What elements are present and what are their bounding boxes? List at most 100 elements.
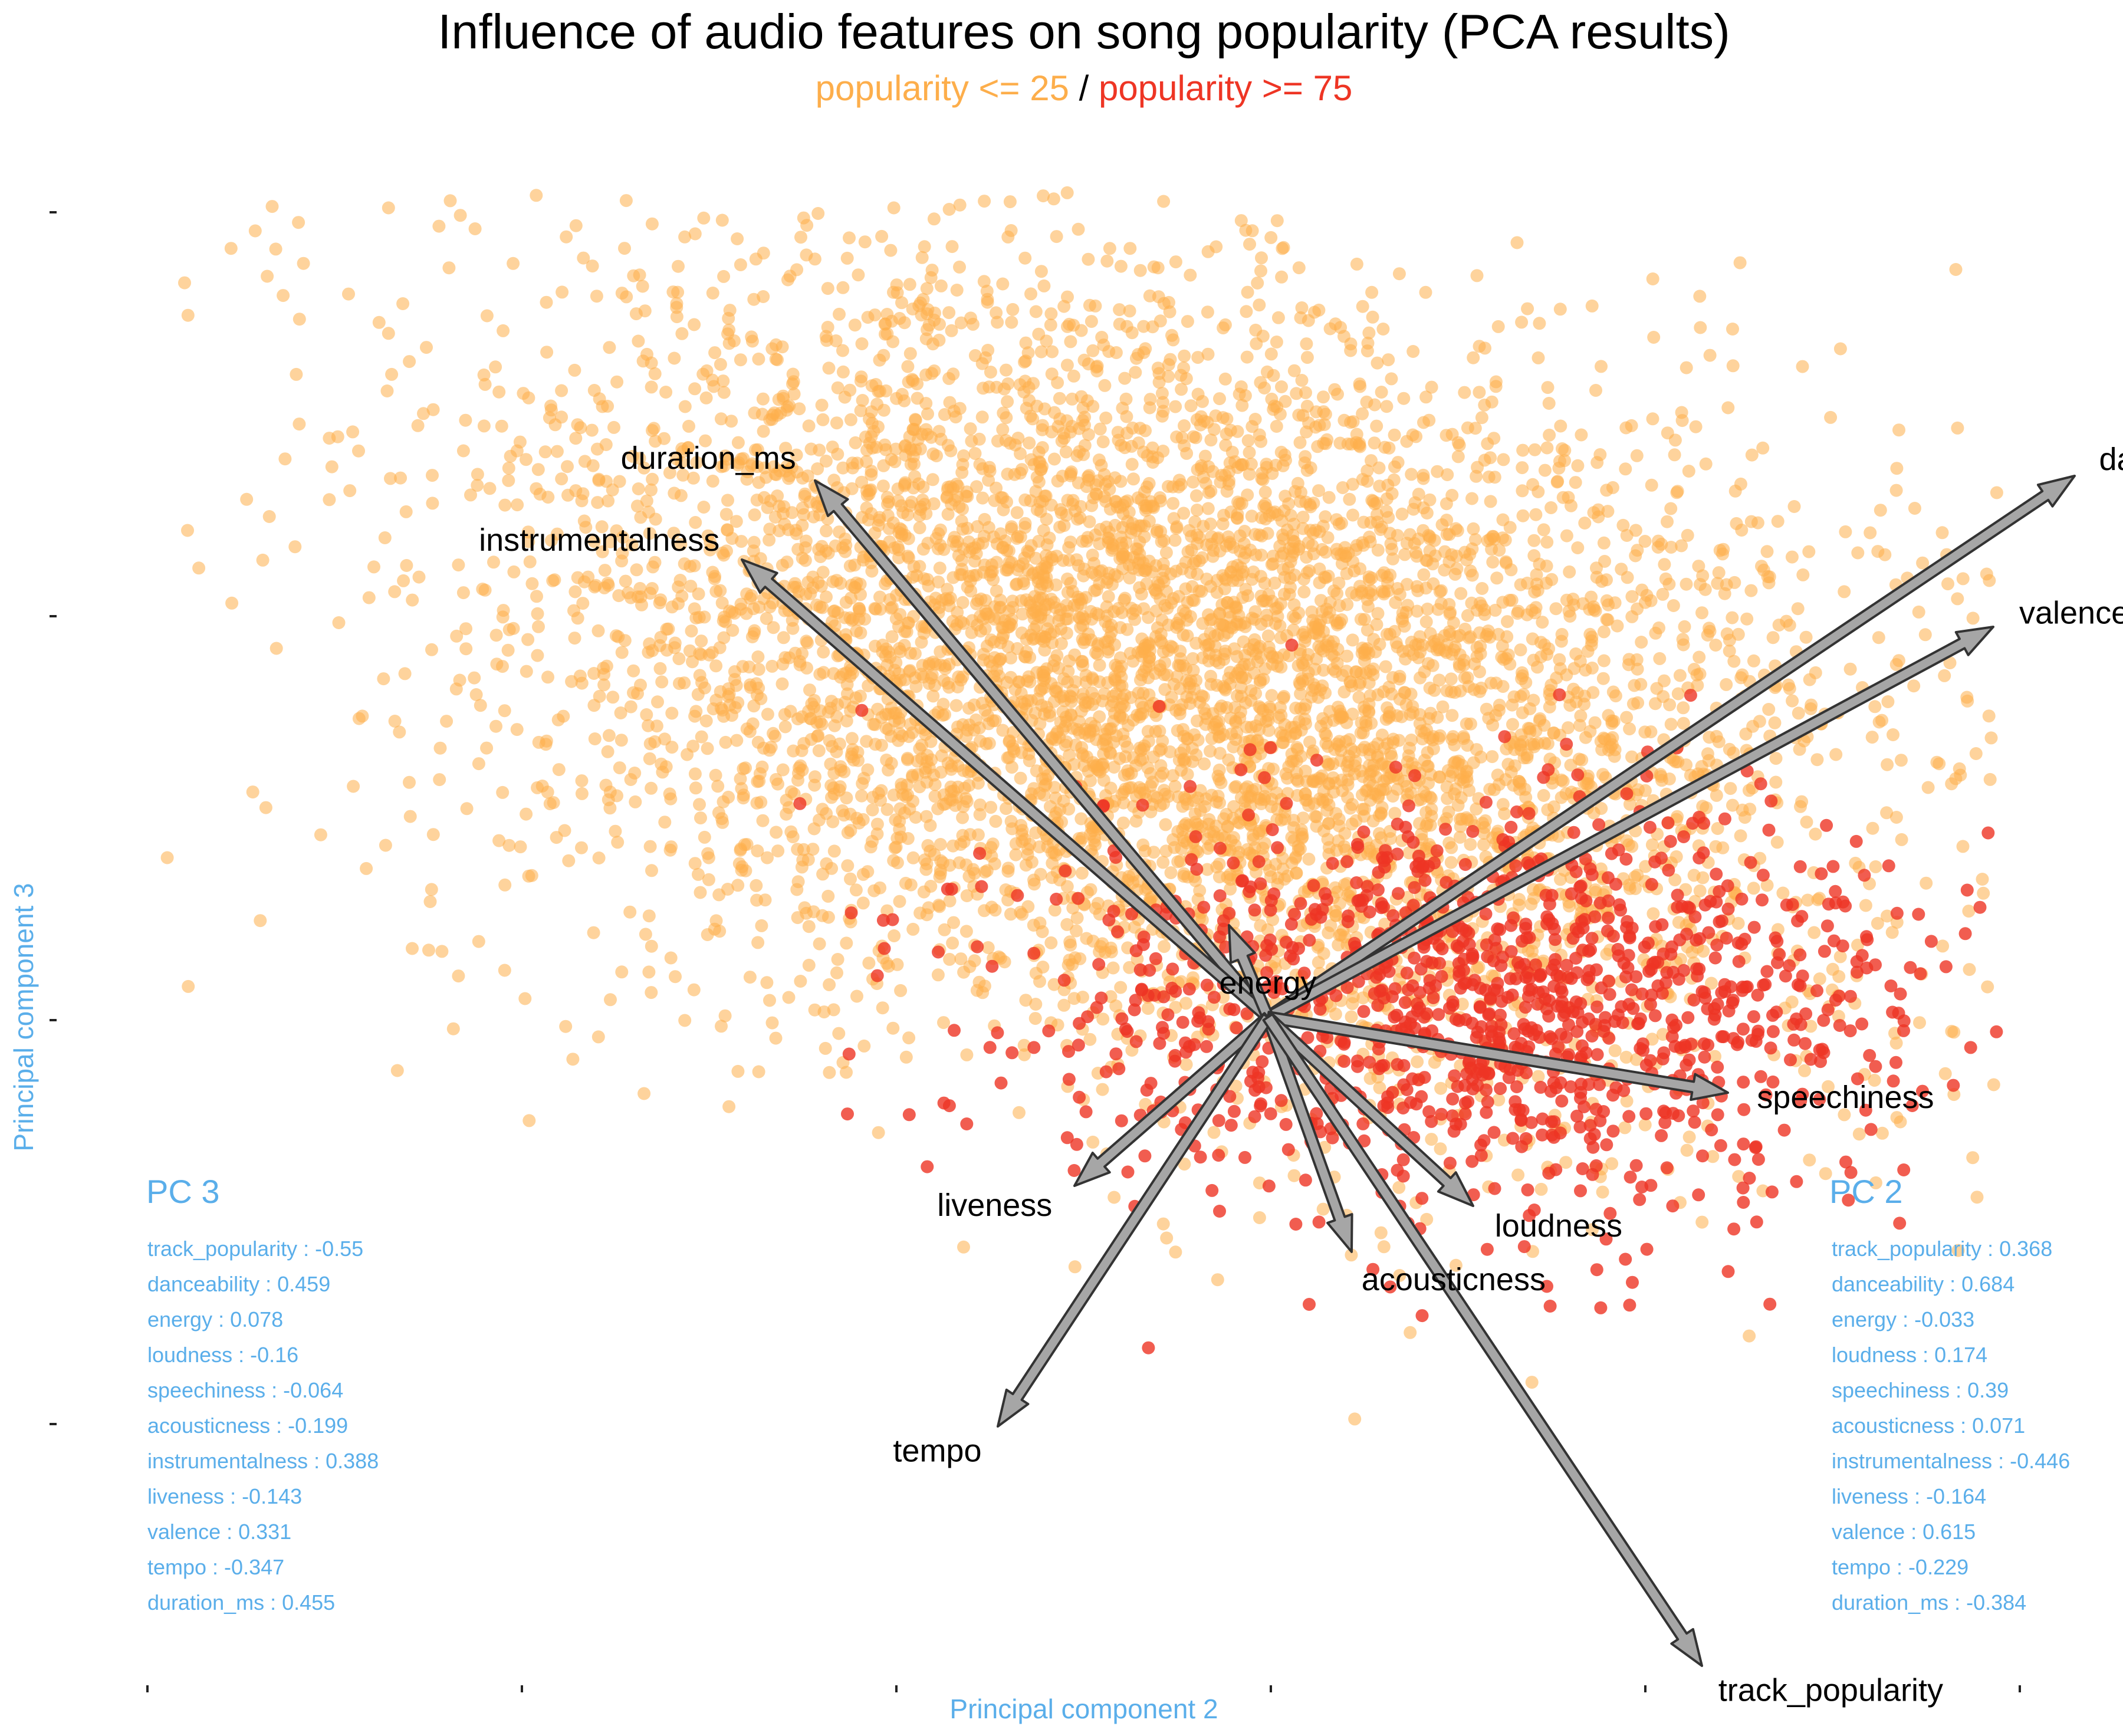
scatter-point <box>1122 719 1135 732</box>
scatter-point <box>522 1114 536 1127</box>
scatter-point <box>706 287 719 300</box>
scatter-point <box>888 929 901 942</box>
scatter-point <box>811 462 824 475</box>
scatter-point <box>1010 531 1024 545</box>
scatter-point <box>1881 695 1895 708</box>
scatter-point <box>1332 517 1346 531</box>
scatter-point <box>720 544 733 558</box>
scatter-point <box>532 620 545 633</box>
scatter-point <box>1186 593 1199 607</box>
scatter-point <box>1189 489 1203 502</box>
scatter-point <box>603 341 616 354</box>
scatter-point <box>990 537 1004 551</box>
scatter-point <box>976 491 990 505</box>
scatter-point <box>754 795 768 809</box>
scatter-point <box>1118 371 1132 385</box>
scatter-point <box>1852 1127 1866 1141</box>
scatter-point <box>1392 267 1406 281</box>
scatter-point <box>1793 742 1806 756</box>
scatter-point <box>1218 372 1232 386</box>
scatter-point <box>1945 1025 1958 1038</box>
scatter-point <box>406 942 419 955</box>
scatter-point <box>823 1066 836 1079</box>
scatter-point <box>820 524 833 538</box>
scatter-point <box>827 844 841 858</box>
scatter-point <box>1158 940 1171 954</box>
scatter-point <box>1159 818 1172 831</box>
scatter-point <box>989 814 1003 828</box>
scatter-point <box>1120 320 1133 333</box>
scatter-point <box>978 195 991 208</box>
scatter-point <box>1258 485 1272 499</box>
scatter-point <box>633 581 647 595</box>
scatter-point <box>714 358 727 371</box>
scatter-point <box>1370 419 1383 433</box>
scatter-point <box>778 720 792 734</box>
scatter-point <box>1645 478 1658 492</box>
scatter-point <box>453 209 467 222</box>
scatter-point <box>1316 1202 1330 1216</box>
scatter-point <box>362 591 376 604</box>
scatter-point <box>1086 673 1100 686</box>
scatter-point <box>1213 747 1227 760</box>
scatter-point <box>627 664 640 678</box>
scatter-point <box>1241 589 1254 603</box>
scatter-point <box>502 623 516 636</box>
scatter-point <box>1596 1185 1609 1199</box>
scatter-point <box>1488 603 1502 617</box>
scatter-point <box>717 709 731 723</box>
scatter-point <box>1168 780 1182 793</box>
scatter-point <box>1596 768 1609 781</box>
scatter-point <box>1191 734 1205 747</box>
scatter-point <box>1467 522 1480 535</box>
scatter-point <box>944 591 957 605</box>
scatter-point <box>1170 430 1184 443</box>
subtitle-high-popularity: popularity >= 75 <box>1099 68 1352 108</box>
scatter-point <box>1342 764 1356 777</box>
scatter-point <box>1404 1326 1417 1339</box>
scatter-point <box>543 797 557 811</box>
scatter-point <box>569 432 583 445</box>
scatter-point <box>1062 654 1076 668</box>
scatter-point <box>722 790 735 804</box>
scatter-point <box>521 633 535 646</box>
scatter-point <box>701 742 714 755</box>
scatter-point <box>1705 976 1718 990</box>
scatter-point <box>954 316 968 330</box>
scatter-point <box>1657 674 1671 688</box>
scatter-point <box>1739 727 1753 741</box>
scatter-point <box>469 688 483 701</box>
scatter-point <box>672 652 686 666</box>
scatter-point <box>676 468 690 482</box>
scatter-point <box>742 660 756 674</box>
scatter-point <box>1125 458 1139 471</box>
scatter-point <box>1343 801 1357 815</box>
scatter-point <box>1422 657 1435 670</box>
scatter-point <box>587 926 600 939</box>
scatter-point <box>712 888 726 902</box>
scatter-point <box>181 524 194 537</box>
scatter-point <box>1510 236 1524 249</box>
scatter-point <box>1478 398 1491 412</box>
scatter-point <box>1555 627 1569 641</box>
scatter-point <box>1676 633 1690 646</box>
scatter-point <box>378 531 392 544</box>
scatter-point <box>640 494 653 508</box>
scatter-point <box>562 854 576 867</box>
scatter-point <box>1061 572 1074 586</box>
scatter-point <box>1747 654 1760 668</box>
scatter-point <box>694 811 707 825</box>
scatter-point <box>1448 787 1461 801</box>
scatter-point <box>1375 728 1389 742</box>
scatter-point <box>783 651 796 665</box>
scatter-point <box>1287 364 1301 377</box>
scatter-point <box>830 416 843 430</box>
scatter-point <box>729 515 743 528</box>
scatter-point <box>1164 567 1178 581</box>
scatter-point <box>1474 681 1488 695</box>
scatter-point <box>1589 384 1602 397</box>
scatter-point <box>1243 238 1256 251</box>
scatter-point <box>489 719 502 733</box>
scatter-point <box>756 814 770 827</box>
scatter-point <box>1670 850 1683 863</box>
